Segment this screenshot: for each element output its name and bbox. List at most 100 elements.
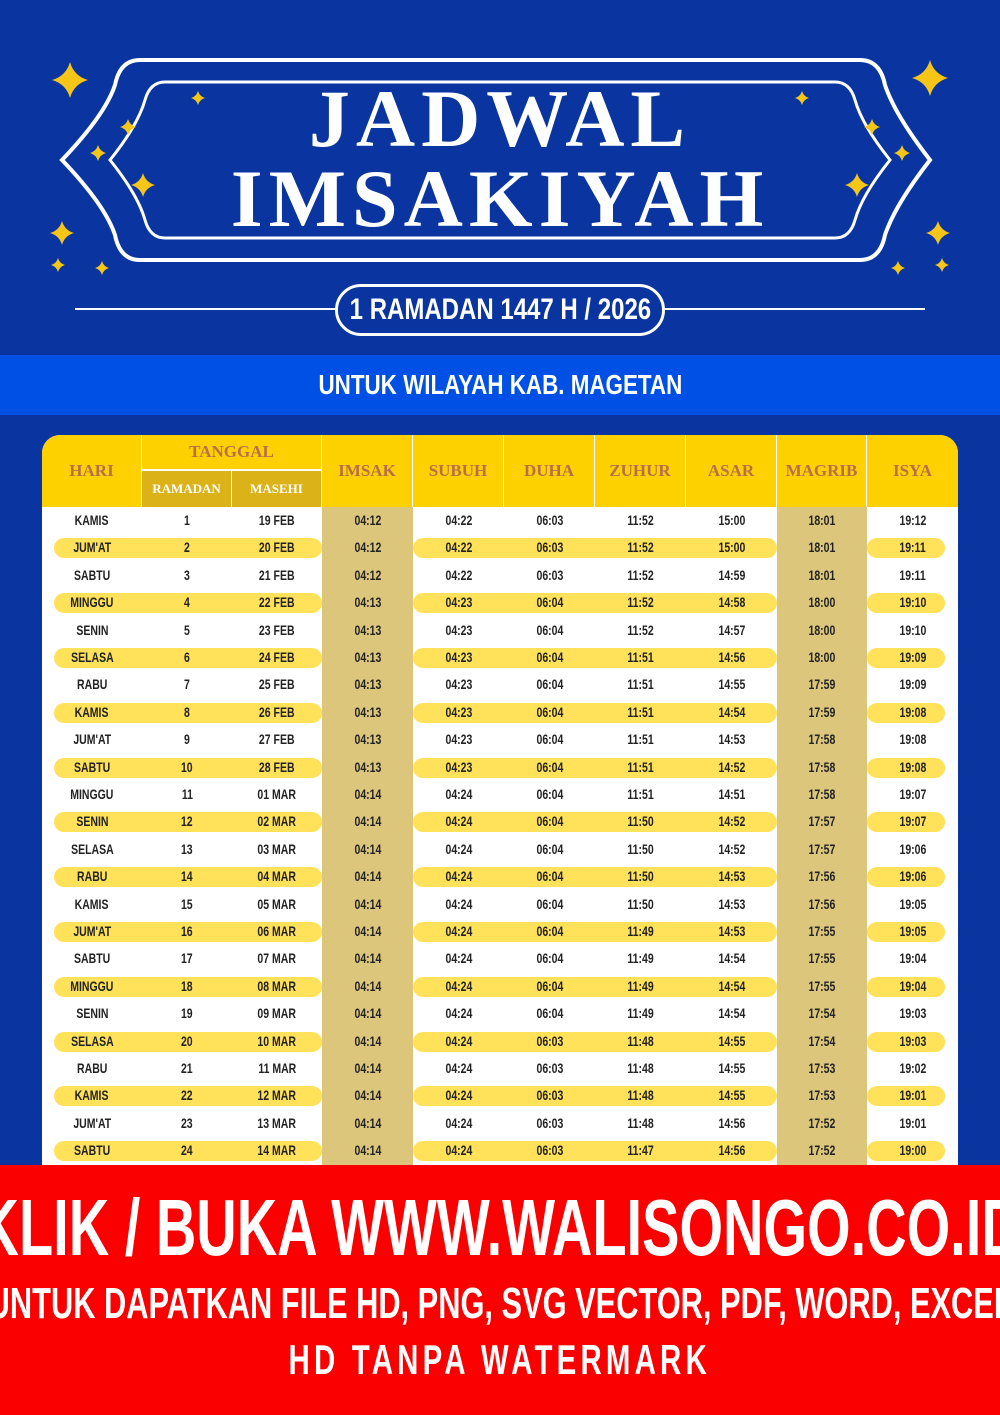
cell-magrib: 17:55 <box>777 945 867 972</box>
cell-masehi: 20 FEB <box>232 534 322 561</box>
cell-text: 8 <box>184 703 190 720</box>
cell-imsak: 04:14 <box>322 1110 413 1137</box>
cell-text: 06:04 <box>536 703 563 720</box>
cell-text: 15:00 <box>718 512 745 528</box>
cell-imsak: 04:14 <box>322 836 413 863</box>
cell-asar: 14:54 <box>686 945 777 972</box>
cell-magrib: 18:00 <box>777 589 867 616</box>
cell-asar: 14:53 <box>686 891 777 918</box>
region-band: UNTUK WILAYAH KAB. MAGETAN <box>0 355 1000 415</box>
cell-text: 28 FEB <box>259 758 295 775</box>
cell-duha: 06:04 <box>504 781 595 808</box>
cell-text: KAMIS <box>75 512 109 528</box>
cell-asar: 14:54 <box>686 973 777 1000</box>
cell-subuh: 04:22 <box>413 534 504 561</box>
cell-imsak: 04:14 <box>322 918 413 945</box>
cell-hari: JUM'AT <box>42 1110 142 1137</box>
cell-hari: SENIN <box>42 617 142 644</box>
cell-text: 06:04 <box>536 758 563 775</box>
cell-text: 21 FEB <box>259 566 295 583</box>
cell-text: 19:00 <box>899 1142 926 1159</box>
cell-duha: 06:04 <box>504 945 595 972</box>
row-stripe <box>413 812 777 833</box>
cell-text: 19:06 <box>899 868 926 885</box>
cell-subuh: 04:23 <box>413 644 504 671</box>
cell-asar: 14:56 <box>686 1137 777 1164</box>
row-stripe <box>413 1031 777 1052</box>
cell-subuh: 04:23 <box>413 617 504 644</box>
cell-masehi: 09 MAR <box>232 1000 322 1027</box>
cell-zuhur: 11:50 <box>595 863 686 890</box>
cell-magrib: 17:56 <box>777 891 867 918</box>
cell-masehi: 02 MAR <box>232 808 322 835</box>
cell-text: 04:14 <box>354 786 381 802</box>
cell-isya: 19:08 <box>867 699 958 726</box>
cell-text: 17:59 <box>808 703 836 720</box>
row-stripe <box>413 757 777 778</box>
cell-zuhur: 11:48 <box>595 1082 686 1109</box>
cell-text: 19:05 <box>899 895 926 912</box>
cell-text: 19:07 <box>899 786 926 802</box>
cell-text: 19 FEB <box>259 512 295 528</box>
cell-hari: JUM'AT <box>42 918 142 945</box>
cell-isya: 19:08 <box>867 726 958 753</box>
cell-text: 11:52 <box>627 539 654 556</box>
cell-text: 06:04 <box>536 840 563 857</box>
promo-link[interactable]: KLIK / BUKA WWW.WALISONGO.CO.ID <box>0 1183 1000 1272</box>
cell-asar: 14:58 <box>686 589 777 616</box>
cell-ramadan: 16 <box>142 918 232 945</box>
cell-text: 11:48 <box>627 1060 654 1076</box>
row-stripe <box>867 922 945 942</box>
cell-imsak: 04:14 <box>322 945 413 972</box>
cell-text: 04:12 <box>354 566 381 583</box>
cell-text: JUM'AT <box>73 731 111 748</box>
star-icon <box>50 221 74 245</box>
cell-text: 06:04 <box>536 950 563 967</box>
cell-masehi: 06 MAR <box>232 918 322 945</box>
cell-zuhur: 11:49 <box>595 918 686 945</box>
cell-zuhur: 11:52 <box>595 617 686 644</box>
cell-magrib: 17:54 <box>777 1028 867 1055</box>
cell-text: 04:13 <box>354 758 381 775</box>
cell-text: 06:04 <box>536 731 563 748</box>
star-icon <box>891 261 905 275</box>
cell-asar: 14:53 <box>686 863 777 890</box>
cell-imsak: 04:12 <box>322 562 413 589</box>
cell-text: 14:53 <box>718 868 745 885</box>
star-icon <box>90 145 106 161</box>
cell-ramadan: 14 <box>142 863 232 890</box>
cell-imsak: 04:13 <box>322 671 413 698</box>
cell-masehi: 05 MAR <box>232 891 322 918</box>
cell-text: 14 MAR <box>257 1142 297 1159</box>
cell-text: 18:00 <box>808 594 836 611</box>
cell-subuh: 04:22 <box>413 562 504 589</box>
cell-duha: 06:04 <box>504 589 595 616</box>
ornamental-frame <box>50 58 950 275</box>
header-imsak: IMSAK <box>322 435 413 507</box>
header-asar: ASAR <box>686 435 777 507</box>
star-icon <box>864 119 880 135</box>
cell-subuh: 04:24 <box>413 808 504 835</box>
cell-asar: 14:59 <box>686 562 777 589</box>
cell-subuh: 04:24 <box>413 863 504 890</box>
cell-duha: 06:03 <box>504 562 595 589</box>
cell-imsak: 04:14 <box>322 1082 413 1109</box>
cell-text: 02 MAR <box>257 813 297 830</box>
header-tanggal: TANGGAL <box>142 435 322 471</box>
cell-isya: 19:12 <box>867 507 958 534</box>
cell-text: 04:24 <box>445 840 472 857</box>
cell-ramadan: 18 <box>142 973 232 1000</box>
cell-text: RABU <box>76 868 108 885</box>
cell-hari: SELASA <box>42 1028 142 1055</box>
cell-zuhur: 11:51 <box>595 754 686 781</box>
cell-magrib: 17:58 <box>777 754 867 781</box>
cell-text: SABTU <box>73 758 111 775</box>
cell-text: 19:05 <box>899 923 926 939</box>
cell-hari: MINGGU <box>42 973 142 1000</box>
promo-formats: UNTUK DAPATKAN FILE HD, PNG, SVG VECTOR,… <box>0 1279 1000 1328</box>
cell-asar: 14:51 <box>686 781 777 808</box>
row-stripe <box>54 648 322 668</box>
row-stripe <box>54 976 322 997</box>
cell-asar: 14:53 <box>686 918 777 945</box>
cell-text: 07 MAR <box>257 950 297 967</box>
